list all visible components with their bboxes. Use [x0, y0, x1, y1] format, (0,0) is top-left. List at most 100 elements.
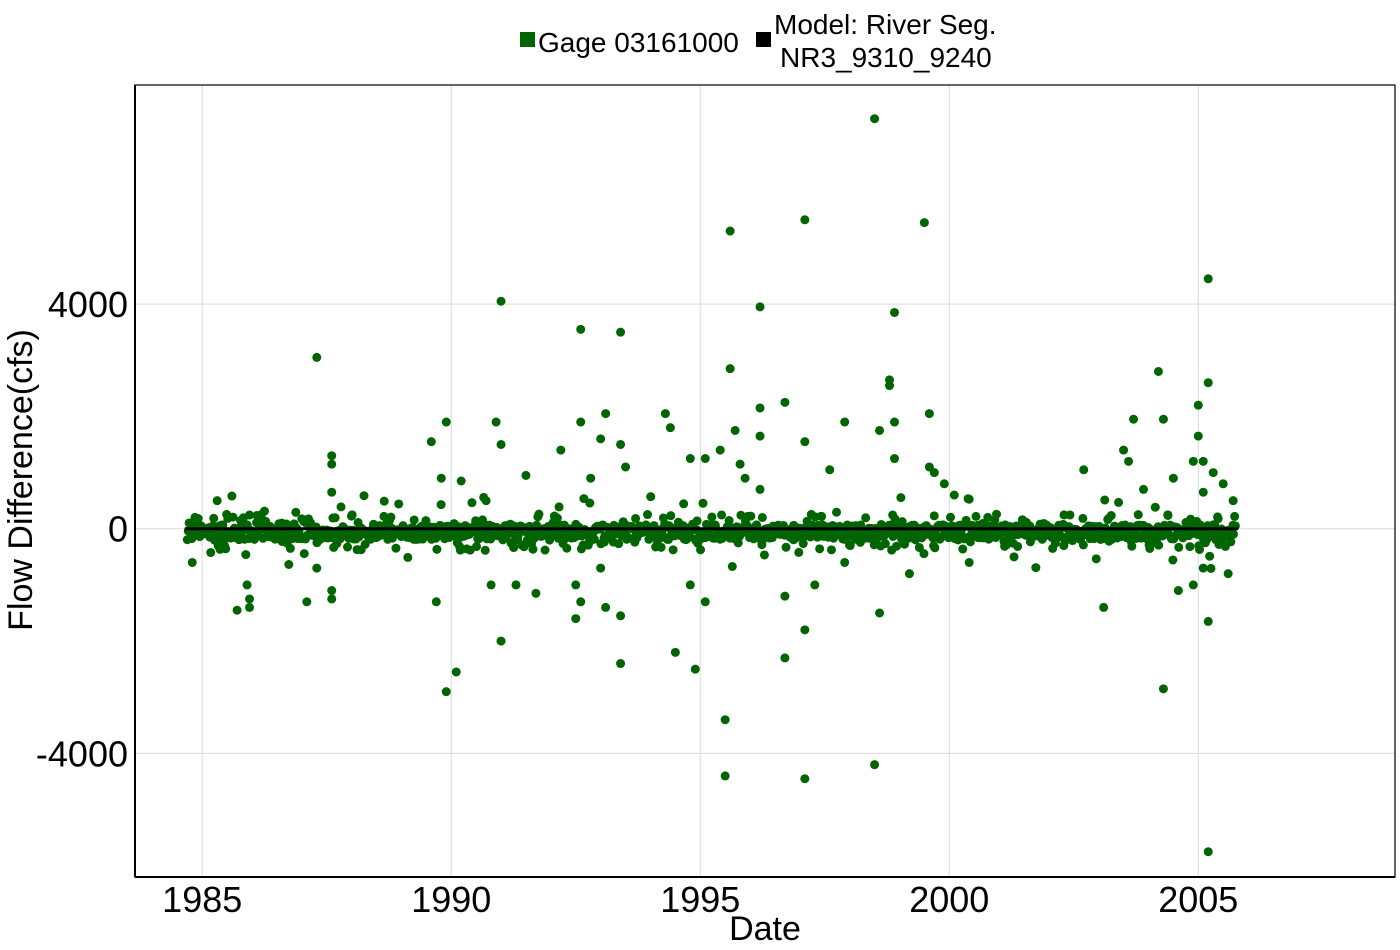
- gage-band-point: [409, 515, 419, 525]
- gage-point-110: [1188, 456, 1198, 466]
- gage-band-point: [856, 520, 866, 530]
- chart-legend: Gage 03161000 Model: River Seg. NR3_9310…: [520, 9, 997, 73]
- gage-band-point: [692, 516, 702, 526]
- gage-band-point: [798, 539, 808, 549]
- gage-point-49: [660, 409, 670, 419]
- gage-point-62: [730, 425, 740, 435]
- gage-point-11: [327, 459, 337, 469]
- gage-band-point: [1185, 542, 1195, 552]
- gage-band-point: [929, 511, 939, 521]
- gage-band-point: [1078, 513, 1088, 523]
- gage-band-point: [727, 561, 737, 571]
- gage-point-53: [685, 580, 695, 590]
- gage-point-99: [1079, 465, 1089, 475]
- gage-band-point: [528, 544, 538, 554]
- gage-point-10: [327, 451, 337, 461]
- gage-band-point: [343, 542, 353, 552]
- gage-band-point: [781, 542, 791, 552]
- gage-band-point: [1228, 529, 1238, 539]
- gage-band-point: [1226, 537, 1236, 547]
- legend-model-label-line1: Model: River Seg.: [774, 9, 997, 40]
- gage-band-point: [679, 499, 689, 509]
- gage-band-point: [552, 513, 562, 523]
- gage-band-point: [1133, 510, 1143, 520]
- gage-point-9: [312, 352, 322, 362]
- gage-point-31: [521, 470, 531, 480]
- gage-band-point: [1065, 510, 1075, 520]
- gage-band-point: [299, 549, 309, 559]
- gage-band-point: [815, 544, 825, 554]
- gage-band-point: [861, 513, 871, 523]
- gage-point-59: [720, 771, 730, 781]
- gage-band-point: [585, 498, 595, 508]
- gage-point-52: [685, 454, 695, 464]
- gage-band-point: [1163, 510, 1173, 520]
- gage-band-point: [1205, 551, 1215, 561]
- gage-band-point: [589, 534, 599, 544]
- gage-point-8: [277, 518, 287, 528]
- gage-point-104: [1138, 484, 1148, 494]
- gage-point-103: [1129, 414, 1139, 424]
- data-marks: [182, 114, 1240, 857]
- gage-band-point: [643, 510, 653, 520]
- gage-band-point: [540, 545, 550, 555]
- gage-band-point: [285, 543, 295, 553]
- gage-band-point: [668, 545, 678, 555]
- gage-point-20: [441, 417, 451, 427]
- gage-band-point: [1230, 511, 1240, 521]
- gage-point-30: [511, 580, 521, 590]
- gage-point-121: [1208, 468, 1218, 478]
- gage-point-26: [491, 417, 501, 427]
- gage-band-point: [359, 491, 369, 501]
- gage-band-point: [227, 491, 237, 501]
- gage-point-72: [800, 215, 810, 225]
- gage-point-58: [720, 715, 730, 725]
- grid-lines: [135, 85, 1395, 877]
- gage-point-13: [327, 586, 337, 596]
- x-tick-label-3: 2000: [909, 879, 989, 920]
- y-tick-label-1: 0: [108, 509, 128, 550]
- gage-point-90: [919, 218, 929, 228]
- gage-point-27: [496, 296, 506, 306]
- gage-point-43: [601, 602, 611, 612]
- gage-point-47: [616, 659, 626, 669]
- gage-band-point: [467, 498, 477, 508]
- gage-point-124: [1228, 496, 1238, 506]
- gage-point-3: [232, 605, 242, 615]
- gage-point-34: [571, 614, 581, 624]
- gage-point-54: [690, 664, 700, 674]
- gage-band-point: [666, 511, 676, 521]
- gage-band-point: [930, 543, 940, 553]
- gage-band-point: [1031, 563, 1041, 573]
- gage-point-48: [621, 462, 631, 472]
- gage-point-16: [312, 563, 322, 573]
- gage-band-point: [794, 547, 804, 557]
- gage-band-point: [1127, 541, 1137, 551]
- gage-point-36: [576, 324, 586, 334]
- gage-point-1: [212, 496, 222, 506]
- gage-point-76: [810, 580, 820, 590]
- gage-point-6: [245, 602, 255, 612]
- gage-band-point: [1078, 540, 1088, 550]
- gage-point-85: [885, 381, 895, 391]
- gage-point-71: [780, 653, 790, 663]
- gage-point-22: [451, 667, 461, 677]
- gage-band-point: [817, 511, 827, 521]
- gage-point-57: [715, 445, 725, 455]
- gage-point-24: [481, 496, 491, 506]
- gage-point-44: [616, 327, 626, 337]
- gage-band-point: [1150, 502, 1160, 512]
- gage-point-32: [531, 588, 541, 598]
- gage-band-point: [1091, 554, 1101, 564]
- gage-point-75: [800, 774, 810, 784]
- gage-point-119: [1203, 616, 1213, 626]
- gage-point-109: [1173, 586, 1183, 596]
- gage-band-point: [245, 510, 255, 520]
- gage-point-46: [616, 611, 626, 621]
- gage-band-point: [480, 545, 490, 555]
- gage-point-60: [725, 226, 735, 236]
- gage-point-29: [496, 636, 506, 646]
- gage-point-63: [735, 459, 745, 469]
- gage-point-55: [700, 597, 710, 607]
